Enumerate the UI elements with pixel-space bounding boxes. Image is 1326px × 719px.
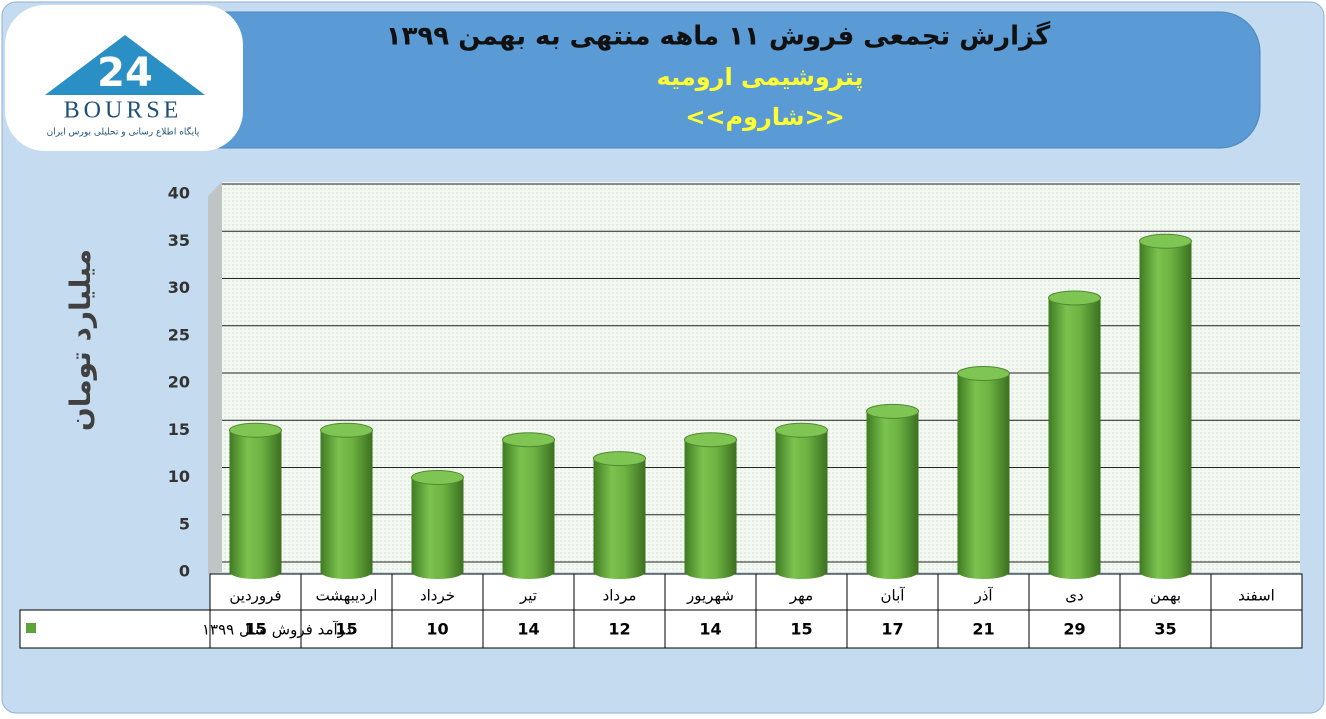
x-tick-label: فروردین xyxy=(229,587,281,605)
data-label: 14 xyxy=(517,620,539,639)
data-label: 15 xyxy=(244,620,266,639)
logo-shape xyxy=(45,35,205,95)
bar xyxy=(411,477,464,579)
data-label: 17 xyxy=(881,620,903,639)
bar xyxy=(593,458,646,579)
data-label: 12 xyxy=(608,620,630,639)
logo-mark: 24 xyxy=(97,50,153,96)
data-label: 15 xyxy=(335,620,357,639)
chart-title: گزارش تجمعی فروش ۱۱ ماهه منتهی به بهمن ۱… xyxy=(386,21,1051,52)
x-tick-label: آذر xyxy=(973,587,993,605)
bar-top xyxy=(1139,233,1192,249)
data-label: 29 xyxy=(1063,620,1085,639)
y-tick-label: 35 xyxy=(168,231,190,250)
x-tick-label: خرداد xyxy=(420,587,455,605)
bar-top xyxy=(411,470,464,485)
bar-top xyxy=(229,422,282,438)
x-tick-label: اسفند xyxy=(1238,587,1275,605)
y-tick-label: 40 xyxy=(168,184,190,203)
plot-area xyxy=(222,182,1300,572)
y-axis-label: میلیارد تومان xyxy=(64,249,97,431)
bar-top xyxy=(320,422,373,438)
legend-swatch xyxy=(26,623,36,633)
data-label: 10 xyxy=(426,620,448,639)
x-tick-label: تیر xyxy=(519,587,537,605)
bar-top xyxy=(684,432,737,448)
bar-top xyxy=(593,451,646,467)
bar xyxy=(957,373,1010,579)
x-tick-label: مهر xyxy=(789,587,813,605)
x-tick-label: آبان xyxy=(881,587,906,605)
bar-top xyxy=(775,422,828,438)
x-tick-label: مرداد xyxy=(603,587,637,605)
x-tick-label: شهریور xyxy=(686,587,734,605)
data-table: درآمد فروش سال ۱۳۹۹ فروردین اردیبهشت خرداد ت… xyxy=(19,573,1303,649)
bar-top xyxy=(1048,290,1101,306)
data-label: 35 xyxy=(1154,620,1176,639)
bar-top xyxy=(502,432,555,448)
bar xyxy=(1139,241,1192,579)
bar xyxy=(320,430,373,579)
legend-label: درآمد فروش سال ۱۳۹۹ xyxy=(202,621,352,639)
data-label: 21 xyxy=(972,620,994,639)
logo-tagline: پایگاه اطلاع رسانی و تحلیلی بورس ایران xyxy=(47,126,200,138)
y-tick-label: 0 xyxy=(179,562,190,581)
y-tick-label: 15 xyxy=(168,420,190,439)
bar xyxy=(229,430,282,579)
data-label: 15 xyxy=(790,620,812,639)
bar xyxy=(1048,297,1101,579)
chart-subtitle-2: <<شاروم>> xyxy=(685,103,844,131)
data-label: 14 xyxy=(699,620,721,639)
bar-top xyxy=(866,403,919,419)
y-tick-label: 30 xyxy=(168,278,190,297)
bar xyxy=(775,430,828,579)
x-tick-label: دی xyxy=(1065,587,1083,605)
y-tick-label: 25 xyxy=(168,325,190,344)
y-tick-label: 10 xyxy=(168,467,190,486)
bar-top xyxy=(957,366,1010,382)
bar xyxy=(866,411,919,579)
bar xyxy=(684,439,737,579)
bar xyxy=(502,439,555,579)
x-tick-label: اردیبهشت xyxy=(316,587,378,605)
chart-subtitle: پتروشیمی ارومیه xyxy=(657,63,864,91)
x-tick-label: بهمن xyxy=(1150,587,1181,605)
logo-name: BOURSE xyxy=(64,98,183,124)
y-tick-label: 20 xyxy=(168,373,190,392)
side-wall xyxy=(208,182,222,574)
y-tick-label: 5 xyxy=(179,514,190,533)
